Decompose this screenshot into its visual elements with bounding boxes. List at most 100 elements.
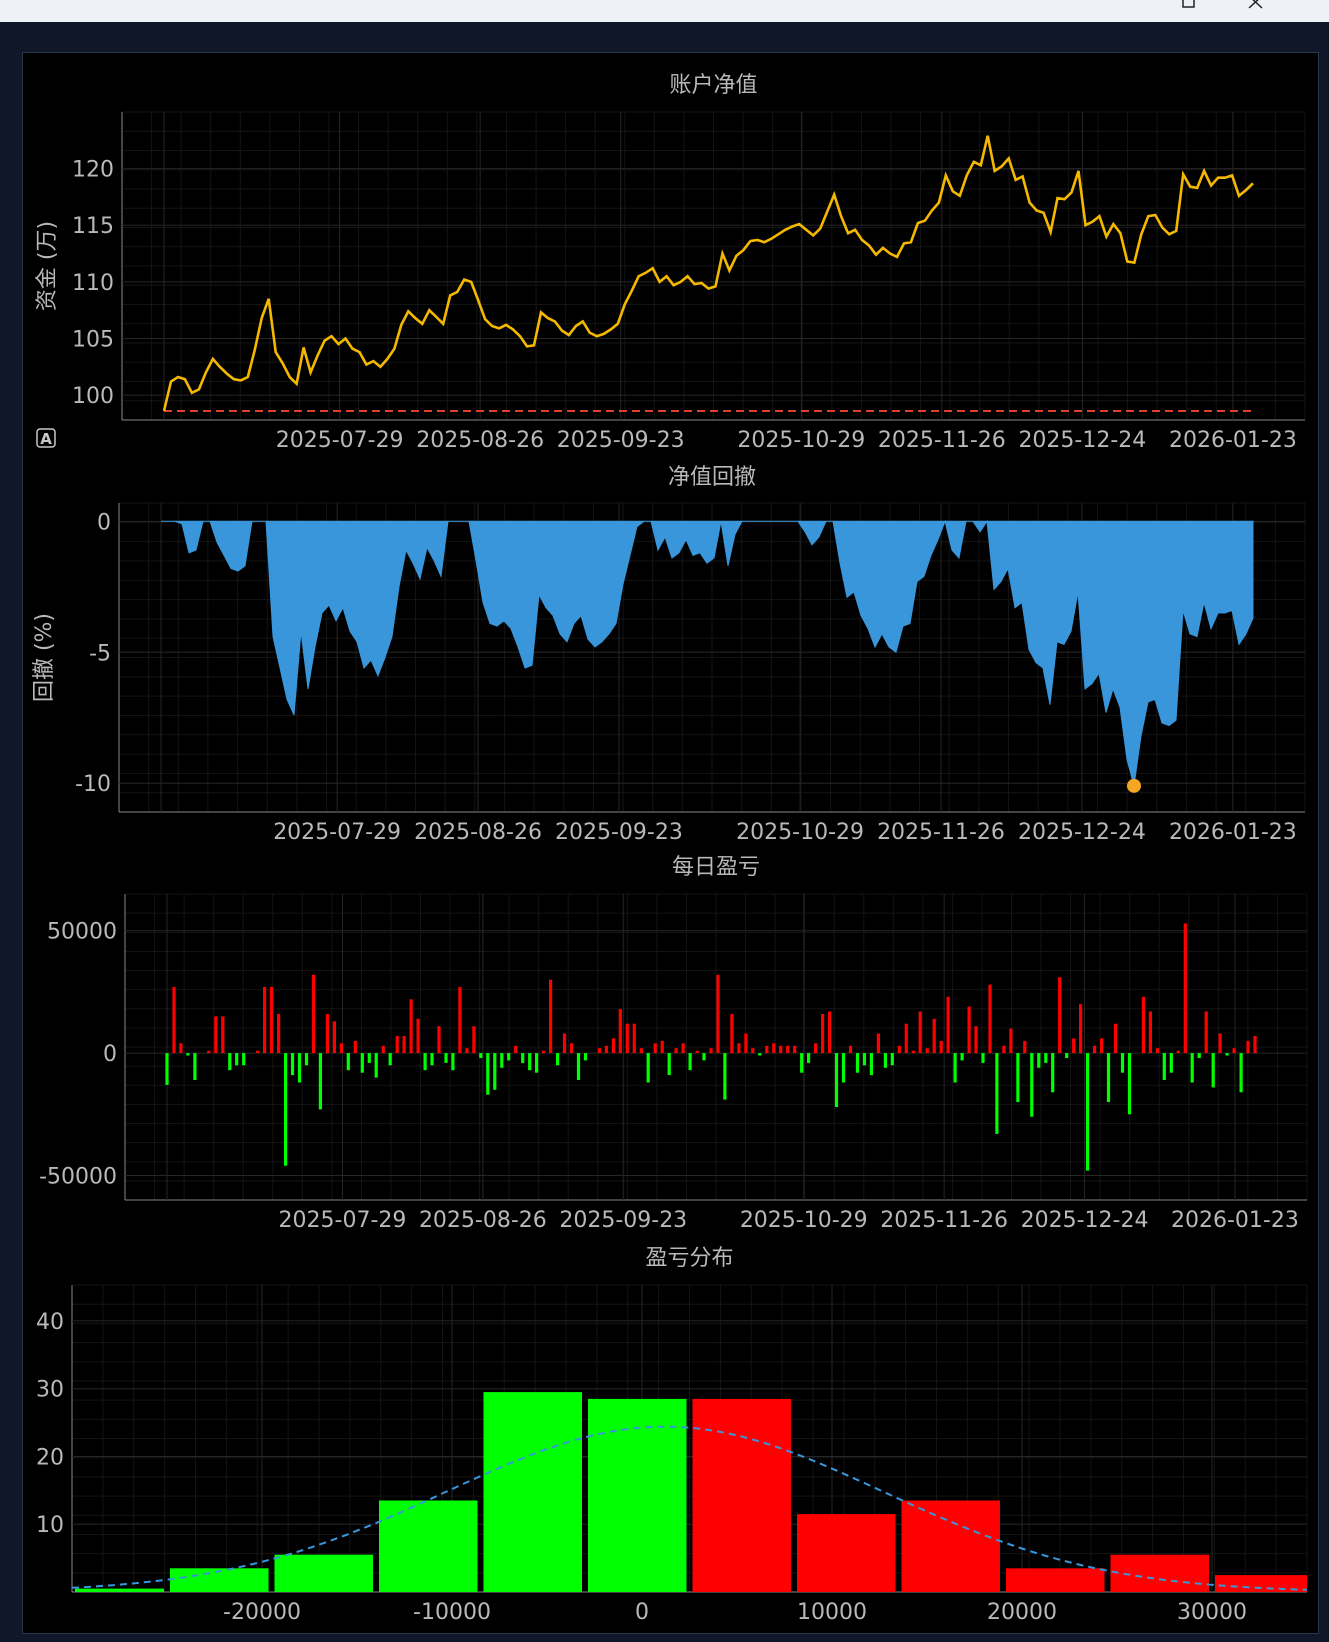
close-icon[interactable] (1248, 0, 1264, 14)
drawdown-series (161, 519, 1254, 793)
x-tick-label: 2025-09-23 (557, 428, 685, 453)
y-tick-label: 105 (72, 327, 114, 352)
pnl-bar (1058, 977, 1062, 1054)
pnl-bar (918, 1011, 922, 1054)
pnl-bar (953, 1053, 957, 1083)
pnl-bar (597, 1048, 601, 1054)
x-tick-label: 2025-12-24 (1021, 1208, 1149, 1233)
pnl-bar (960, 1053, 964, 1061)
pnl-bar (290, 1053, 295, 1076)
pnl-bar (1218, 1033, 1222, 1054)
pnl-bar (625, 1023, 629, 1054)
pnl-bar (604, 1045, 608, 1054)
pnl-bar (1037, 1053, 1041, 1068)
pnl-bar (869, 1053, 873, 1076)
pnl-bar (193, 1053, 197, 1080)
x-tick-label: 2025-11-26 (877, 820, 1005, 845)
pnl-bar (1113, 1023, 1118, 1054)
pnl-bar (1253, 1036, 1257, 1054)
pnl-bar (667, 1053, 671, 1076)
pnl-bar (1065, 1053, 1069, 1058)
pnl-bar (1100, 1038, 1104, 1054)
histogram-bar (1215, 1575, 1307, 1592)
pnl-bar (374, 1053, 378, 1078)
pnl-bar (395, 1036, 399, 1054)
pnl-bar (207, 1050, 211, 1054)
pnl-bar (172, 987, 176, 1054)
pnl-bar (981, 1053, 985, 1063)
y-tick-label: 30 (36, 1378, 64, 1403)
pnl-bar (1086, 1053, 1090, 1171)
histogram-bar (75, 1588, 164, 1592)
pnl-bar (479, 1053, 483, 1058)
histogram-bar (901, 1500, 1000, 1592)
pnl-bar (444, 1053, 448, 1063)
pnl-bar (1239, 1053, 1243, 1093)
pnl-bar (988, 984, 992, 1054)
pnl-bar (709, 1048, 713, 1054)
pnl-bar (653, 1043, 657, 1054)
pnl-bar (381, 1045, 385, 1054)
pnl-bar (967, 1006, 971, 1054)
pnl-bar (828, 1011, 832, 1054)
autoscale-icon-glyph: A (40, 430, 52, 448)
x-tick-label: 2026-01-23 (1171, 1208, 1299, 1233)
pnl-bar (695, 1050, 699, 1054)
pnl-bar (423, 1053, 427, 1071)
histogram-bar (170, 1568, 269, 1592)
y-tick-label: 0 (97, 510, 111, 535)
y-tick-label: 115 (72, 214, 114, 239)
drawdown-area (161, 519, 1254, 786)
pnl-bar (765, 1045, 769, 1054)
chart-1-frame (121, 111, 1306, 421)
pnl-bar (751, 1048, 755, 1054)
pnl-bar (235, 1053, 239, 1066)
pnl-bar (855, 1053, 860, 1073)
pnl-bar (437, 1026, 441, 1054)
x-tick-label: 2025-08-26 (414, 820, 542, 845)
x-tick-label: 2025-12-24 (1018, 820, 1146, 845)
x-tick-label: 2025-09-23 (555, 820, 683, 845)
pnl-bar (1155, 1048, 1159, 1054)
pnl-bar (186, 1053, 190, 1056)
histogram-bar (692, 1398, 791, 1592)
chart-4-title: 盈亏分布 (645, 1246, 733, 1271)
normal-distribution-curve (71, 1425, 1308, 1591)
pnl-bar (814, 1043, 818, 1054)
histogram-x-ticks: -20000 -10000 0 10000 20000 30000 (223, 1285, 1247, 1625)
pnl-bar (311, 974, 316, 1054)
chart-4-y-ticks: 10 20 30 40 (36, 1310, 1307, 1538)
pnl-bar (325, 1014, 329, 1054)
pnl-bar (800, 1053, 804, 1073)
pnl-bar (542, 1050, 546, 1054)
pnl-bar (277, 1014, 281, 1054)
x-tick-label: 2025-09-23 (559, 1208, 687, 1233)
pnl-bar (346, 1053, 350, 1071)
pnl-bar (883, 1053, 887, 1068)
pnl-bar (1190, 1053, 1194, 1083)
pnl-bar (848, 1045, 853, 1054)
pnl-bar (256, 1050, 260, 1054)
x-tick-label: 2025-07-29 (276, 428, 404, 453)
pnl-bar (360, 1053, 364, 1073)
histogram-bar (483, 1392, 582, 1592)
pnl-bar (744, 1033, 748, 1054)
pnl-bar (995, 1053, 999, 1134)
chart-2-title: 净值回撤 (668, 465, 756, 490)
pnl-bar (939, 1040, 943, 1054)
pnl-bar (242, 1053, 246, 1066)
pnl-bar (1023, 1040, 1027, 1054)
pnl-bar (569, 1043, 574, 1054)
pnl-bar (332, 1021, 336, 1054)
x-tick-label: 2025-07-29 (279, 1208, 407, 1233)
pnl-bar (228, 1053, 232, 1071)
y-tick-label: 100 (72, 384, 114, 409)
maximize-icon[interactable] (1182, 0, 1196, 14)
pnl-bar (1183, 923, 1187, 1054)
pnl-bar (1106, 1053, 1111, 1103)
pnl-bar (179, 1043, 183, 1054)
histogram-bar (379, 1500, 478, 1592)
pnl-bar (583, 1053, 588, 1061)
pnl-bar (1204, 1011, 1208, 1054)
